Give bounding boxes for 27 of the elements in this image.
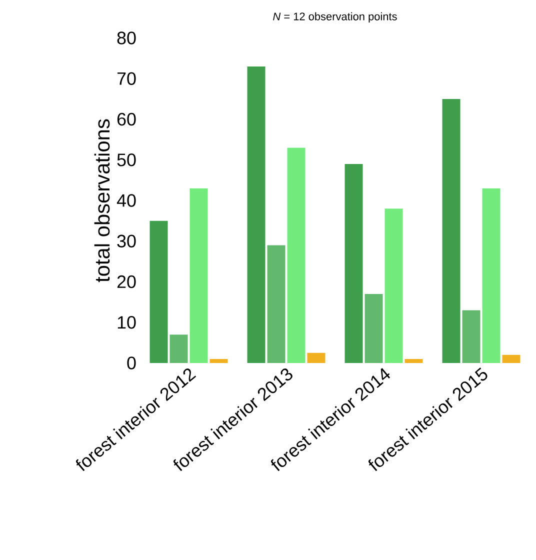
bar <box>344 164 363 363</box>
y-tick-label: 30 <box>117 234 136 248</box>
bar <box>442 98 460 363</box>
y-tick-label: 60 <box>117 112 136 126</box>
bar <box>247 66 266 363</box>
bar <box>462 310 480 363</box>
y-tick-label: 20 <box>117 275 136 288</box>
bar <box>190 188 208 363</box>
bar <box>170 334 188 363</box>
y-tick-label: 0 <box>127 356 136 370</box>
bar <box>287 148 306 363</box>
y-tick-label: 70 <box>117 72 136 85</box>
y-tick-label: 40 <box>116 194 136 207</box>
y-tick-label: 50 <box>117 154 136 166</box>
bar <box>404 358 423 363</box>
bar <box>482 188 500 363</box>
bar <box>384 208 403 363</box>
bar <box>267 245 286 363</box>
y-axis-title: total observations <box>94 119 110 282</box>
y-tick-label: 10 <box>118 316 136 329</box>
bar <box>307 352 326 363</box>
bar <box>364 294 383 363</box>
y-tick-label: 80 <box>117 32 136 44</box>
bar <box>210 358 228 363</box>
chart-title: N = 12 observation points <box>273 12 397 22</box>
bar <box>502 354 520 363</box>
bar <box>150 220 168 363</box>
